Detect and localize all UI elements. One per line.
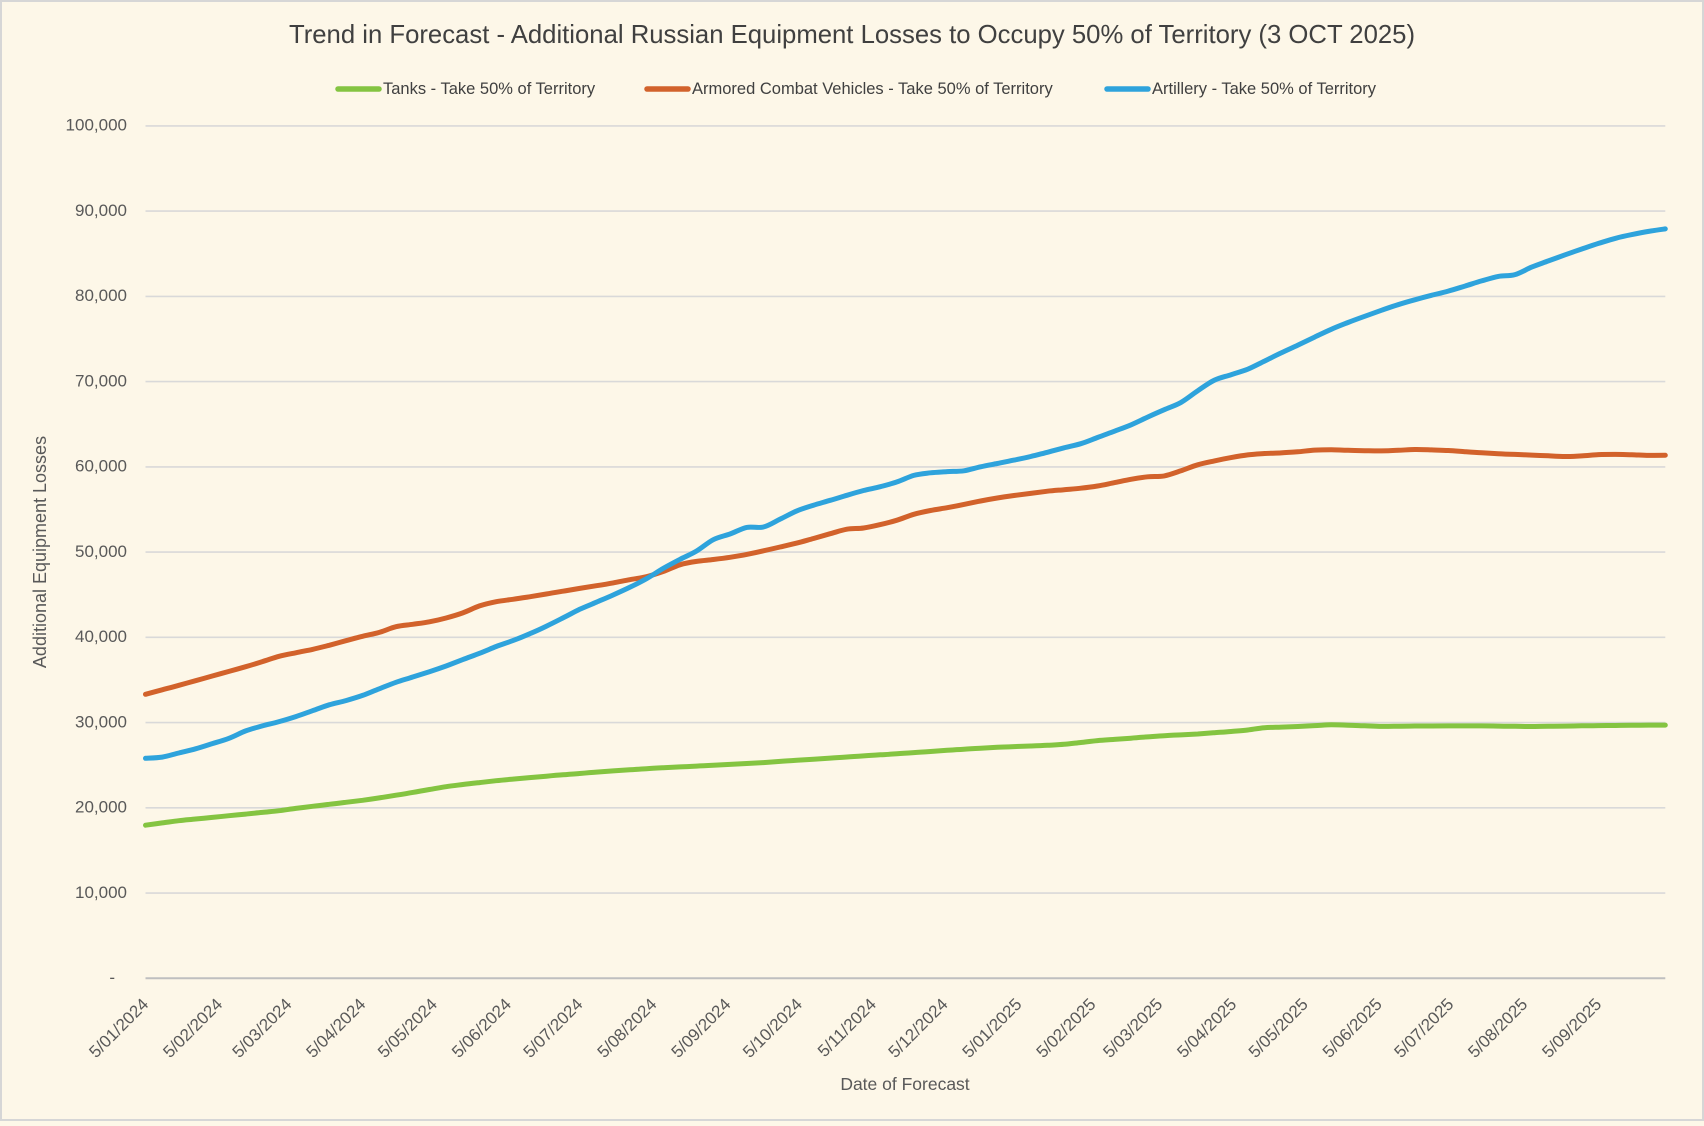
svg-text:40,000: 40,000 bbox=[75, 627, 127, 646]
svg-text:30,000: 30,000 bbox=[75, 712, 127, 731]
svg-text:100,000: 100,000 bbox=[66, 116, 127, 135]
svg-text:20,000: 20,000 bbox=[75, 798, 127, 817]
svg-text:60,000: 60,000 bbox=[75, 457, 127, 476]
svg-text:Trend in Forecast - Additional: Trend in Forecast - Additional Russian E… bbox=[289, 21, 1415, 49]
svg-text:70,000: 70,000 bbox=[75, 371, 127, 390]
svg-text:Date of Forecast: Date of Forecast bbox=[840, 1074, 969, 1094]
svg-text:10,000: 10,000 bbox=[75, 883, 127, 902]
svg-text:Armored Combat Vehicles - Take: Armored Combat Vehicles - Take 50% of Te… bbox=[692, 80, 1053, 98]
svg-text:80,000: 80,000 bbox=[75, 286, 127, 305]
svg-text:Additional Equipment Losses: Additional Equipment Losses bbox=[30, 436, 50, 668]
svg-text:90,000: 90,000 bbox=[75, 201, 127, 220]
svg-text:-: - bbox=[109, 968, 115, 987]
svg-text:50,000: 50,000 bbox=[75, 542, 127, 561]
svg-text:Artillery - Take 50% of Territ: Artillery - Take 50% of Territory bbox=[1152, 80, 1377, 98]
svg-text:Tanks - Take 50% of Territory: Tanks - Take 50% of Territory bbox=[383, 80, 596, 98]
